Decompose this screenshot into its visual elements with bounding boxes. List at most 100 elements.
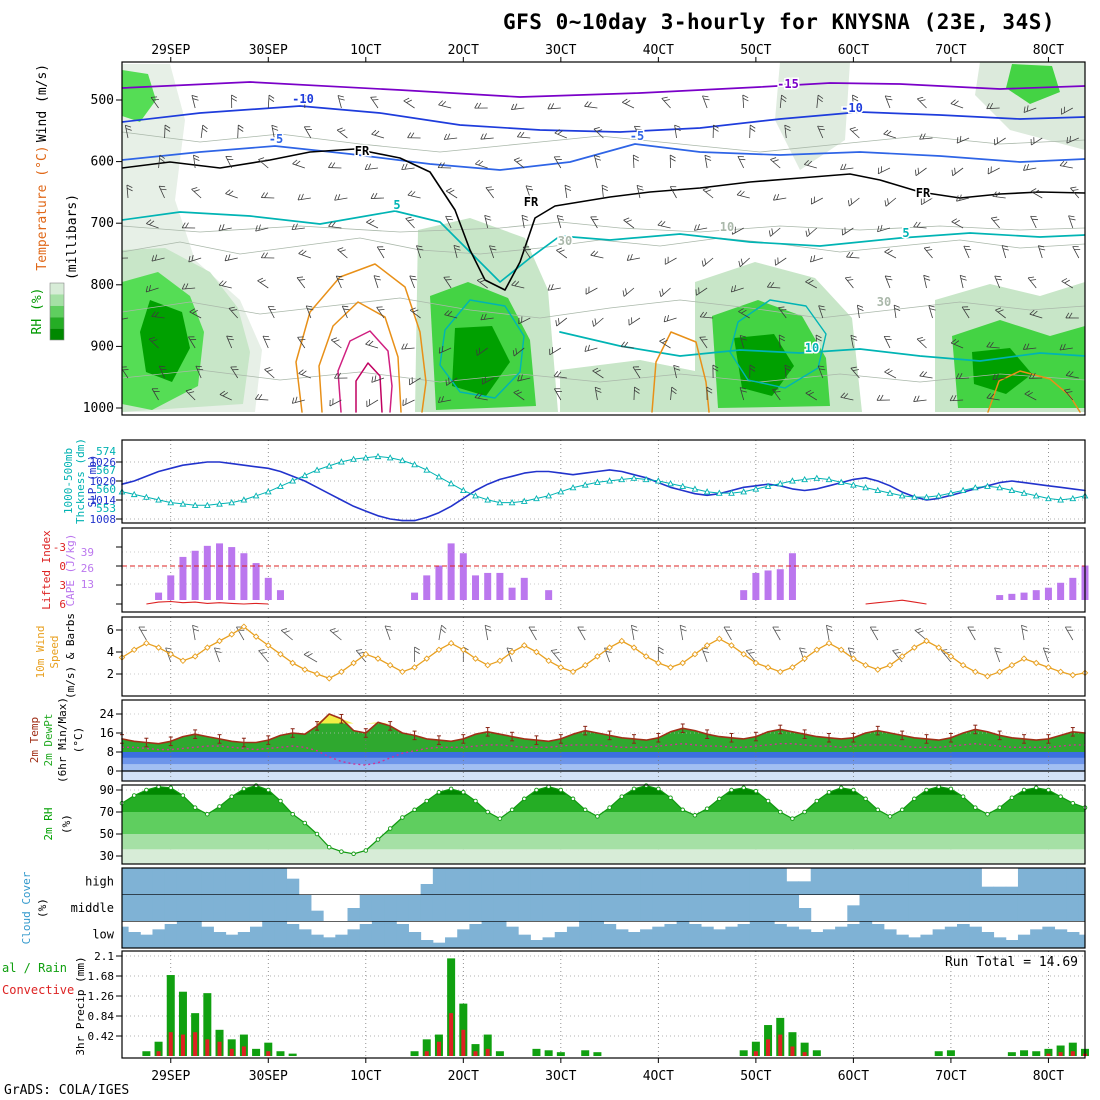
- svg-text:3: 3: [59, 579, 66, 592]
- svg-text:FR: FR: [916, 186, 931, 200]
- svg-text:10m Wind: 10m Wind: [34, 626, 47, 679]
- svg-text:-3: -3: [53, 541, 66, 554]
- wind10m-barbs: [138, 624, 1074, 663]
- svg-text:(%): (%): [60, 814, 73, 834]
- svg-text:1000-500mb: 1000-500mb: [62, 448, 75, 514]
- panel-temp-dew: 24 16 8 0: [100, 699, 1086, 782]
- svg-text:(%): (%): [36, 898, 49, 918]
- svg-text:Temperature (°C): Temperature (°C): [35, 145, 50, 270]
- svg-text:1026: 1026: [90, 456, 117, 469]
- svg-text:24: 24: [100, 707, 114, 721]
- svg-text:0.42: 0.42: [88, 1030, 115, 1043]
- svg-text:3OCT: 3OCT: [545, 43, 576, 58]
- panel-rh2m: 90 70 50 30: [100, 783, 1088, 865]
- svg-text:6OCT: 6OCT: [838, 43, 869, 58]
- svg-text:1OCT: 1OCT: [350, 43, 381, 58]
- svg-text:1014: 1014: [90, 494, 117, 507]
- svg-text:1OCT: 1OCT: [350, 1069, 381, 1084]
- svg-text:-10: -10: [841, 101, 863, 115]
- svg-text:(m/s) & Barbs: (m/s) & Barbs: [64, 613, 77, 699]
- svg-text:middle: middle: [71, 901, 114, 915]
- panel-precip: Run Total = 14.69 2.1 1.68 1.26 0.84 0.42 29SE…: [88, 950, 1089, 1084]
- svg-text:Run Total = 14.69: Run Total = 14.69: [945, 955, 1078, 970]
- panel-clouds: high middle low: [71, 867, 1086, 949]
- panel-wind10m: 6 4 2: [107, 616, 1089, 697]
- svg-text:5: 5: [902, 226, 909, 240]
- svg-text:2: 2: [107, 667, 114, 681]
- panel-cape-li: -3 0 3 6 39 26 13: [53, 527, 1089, 613]
- svg-text:5OCT: 5OCT: [740, 1069, 771, 1084]
- svg-text:3OCT: 3OCT: [545, 1069, 576, 1084]
- svg-text:6: 6: [59, 598, 66, 611]
- rh-fill: [122, 785, 1085, 864]
- axis-titles: Wind (m/s) Temperature (°C) RH (%) (milliba…: [2, 64, 99, 1056]
- svg-text:1.26: 1.26: [88, 990, 115, 1003]
- svg-text:30: 30: [558, 234, 572, 248]
- svg-text:90: 90: [100, 783, 114, 797]
- upper-air-field: [122, 62, 1085, 413]
- svg-text:Speed: Speed: [48, 635, 61, 668]
- svg-text:8OCT: 8OCT: [1033, 43, 1064, 58]
- svg-text:3hr Precip (mm): 3hr Precip (mm): [74, 956, 87, 1055]
- svg-text:1008: 1008: [90, 513, 117, 526]
- svg-text:26: 26: [81, 562, 94, 575]
- svg-text:1000: 1000: [83, 401, 114, 416]
- svg-text:30: 30: [877, 295, 891, 309]
- svg-text:Thckness (dm): Thckness (dm): [74, 438, 87, 524]
- svg-text:29SEP: 29SEP: [151, 1069, 190, 1084]
- svg-text:560: 560: [96, 483, 116, 496]
- svg-text:Lifted Index: Lifted Index: [40, 530, 53, 610]
- svg-text:30SEP: 30SEP: [249, 1069, 288, 1084]
- svg-text:6: 6: [107, 623, 114, 637]
- svg-text:6OCT: 6OCT: [838, 1069, 869, 1084]
- svg-text:-5: -5: [269, 132, 283, 146]
- svg-text:2m DewPt: 2m DewPt: [42, 714, 55, 767]
- svg-text:900: 900: [91, 339, 114, 354]
- svg-text:2OCT: 2OCT: [448, 43, 479, 58]
- svg-text:7OCT: 7OCT: [935, 1069, 966, 1084]
- svg-text:700: 700: [91, 216, 114, 231]
- svg-text:CAPE (J/kg): CAPE (J/kg): [64, 534, 77, 607]
- upper-air-wind-barbs: [122, 94, 1081, 408]
- svg-text:574: 574: [96, 445, 116, 458]
- svg-text:50: 50: [100, 827, 114, 841]
- svg-text:29SEP: 29SEP: [151, 43, 190, 58]
- rh-colorbar: [49, 282, 65, 341]
- svg-text:30: 30: [100, 849, 114, 863]
- svg-text:10: 10: [720, 220, 734, 234]
- svg-text:-15: -15: [777, 77, 799, 91]
- cloud-fill: [122, 868, 1085, 948]
- svg-text:0: 0: [59, 560, 66, 573]
- svg-text:al / Rain: al / Rain: [2, 961, 67, 975]
- svg-text:(6hr Min/Max): (6hr Min/Max): [56, 697, 69, 783]
- svg-text:1.68: 1.68: [88, 970, 115, 983]
- svg-text:0: 0: [107, 764, 114, 778]
- svg-text:5OCT: 5OCT: [740, 43, 771, 58]
- svg-text:8OCT: 8OCT: [1033, 1069, 1064, 1084]
- svg-text:Wind (m/s): Wind (m/s): [35, 64, 50, 142]
- svg-text:Cloud Cover: Cloud Cover: [20, 871, 33, 944]
- svg-text:SLP (mb): SLP (mb): [86, 455, 99, 508]
- svg-text:(°C): (°C): [72, 727, 85, 754]
- svg-text:39: 39: [81, 546, 94, 559]
- svg-text:2m Temp: 2m Temp: [28, 717, 41, 763]
- svg-text:4OCT: 4OCT: [643, 43, 674, 58]
- svg-text:1020: 1020: [90, 475, 117, 488]
- svg-text:4: 4: [107, 645, 114, 659]
- svg-text:4OCT: 4OCT: [643, 1069, 674, 1084]
- svg-text:RH (%): RH (%): [30, 288, 45, 335]
- svg-text:2OCT: 2OCT: [448, 1069, 479, 1084]
- svg-text:-5: -5: [630, 129, 644, 143]
- svg-text:2m RH: 2m RH: [42, 807, 55, 840]
- svg-text:low: low: [92, 928, 114, 942]
- svg-text:567: 567: [96, 464, 116, 477]
- svg-text:FR: FR: [355, 144, 370, 158]
- contour-labels: 30 30 10 -15 -10 -10 -5 -5 5 5 10 FR FR FR: [267, 76, 932, 357]
- panel-upper-air: 30 30 10 -15 -10 -10 -5 -5 5 5 10 FR FR FR 500 600 700 80…: [83, 43, 1086, 416]
- svg-text:5: 5: [393, 198, 400, 212]
- svg-text:-10: -10: [292, 92, 314, 106]
- svg-text:2.1: 2.1: [94, 950, 114, 963]
- svg-text:FR: FR: [524, 195, 539, 209]
